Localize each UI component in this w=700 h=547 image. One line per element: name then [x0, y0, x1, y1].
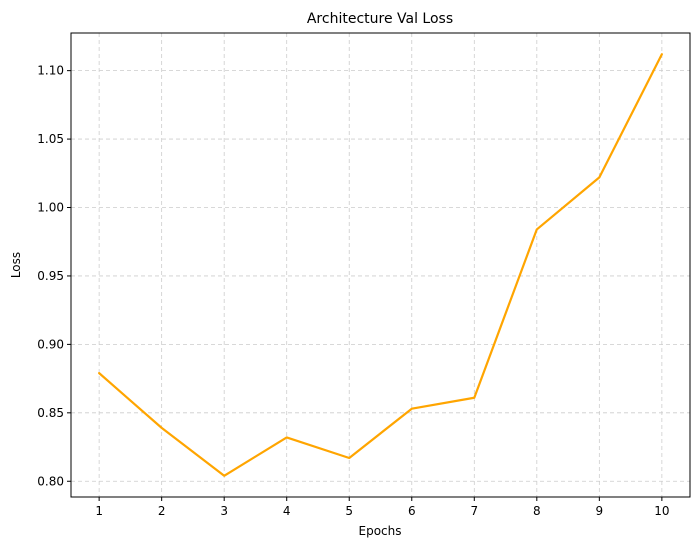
- x-tick-label: 3: [220, 504, 228, 518]
- y-tick-label: 0.95: [37, 269, 64, 283]
- series-layer: [98, 53, 663, 477]
- y-axis-label: Loss: [9, 252, 23, 278]
- x-tick-label: 10: [654, 504, 669, 518]
- plot-frame: [70, 32, 691, 498]
- x-axis-label: Epochs: [359, 524, 402, 538]
- chart-title: Architecture Val Loss: [307, 11, 453, 27]
- x-tick-label: 6: [408, 504, 416, 518]
- x-axis-ticks: 1 2 3 4 5 6 7 8 9 10: [95, 497, 670, 518]
- y-tick-label: 1.00: [37, 201, 64, 215]
- series-line-0: [98, 53, 663, 477]
- y-tick-label: 0.90: [37, 337, 64, 351]
- y-axis-ticks: 0.80 0.85 0.90 0.95 1.00 1.05 1.10: [37, 64, 71, 488]
- y-tick-label: 1.10: [37, 64, 64, 78]
- y-tick-label: 1.05: [37, 132, 64, 146]
- y-tick-label: 0.80: [37, 474, 64, 488]
- x-tick-label: 2: [158, 504, 166, 518]
- x-tick-label: 9: [596, 504, 604, 518]
- grid-lines: [71, 33, 690, 497]
- x-tick-label: 4: [283, 504, 291, 518]
- x-tick-label: 1: [95, 504, 103, 518]
- y-tick-label: 0.85: [37, 406, 64, 420]
- x-tick-label: 5: [345, 504, 353, 518]
- x-tick-label: 7: [470, 504, 478, 518]
- x-tick-label: 8: [533, 504, 541, 518]
